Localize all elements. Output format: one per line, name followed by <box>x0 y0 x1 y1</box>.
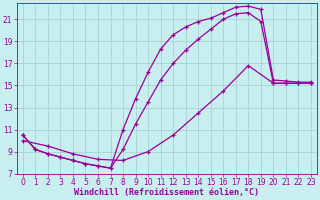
X-axis label: Windchill (Refroidissement éolien,°C): Windchill (Refroidissement éolien,°C) <box>74 188 260 197</box>
